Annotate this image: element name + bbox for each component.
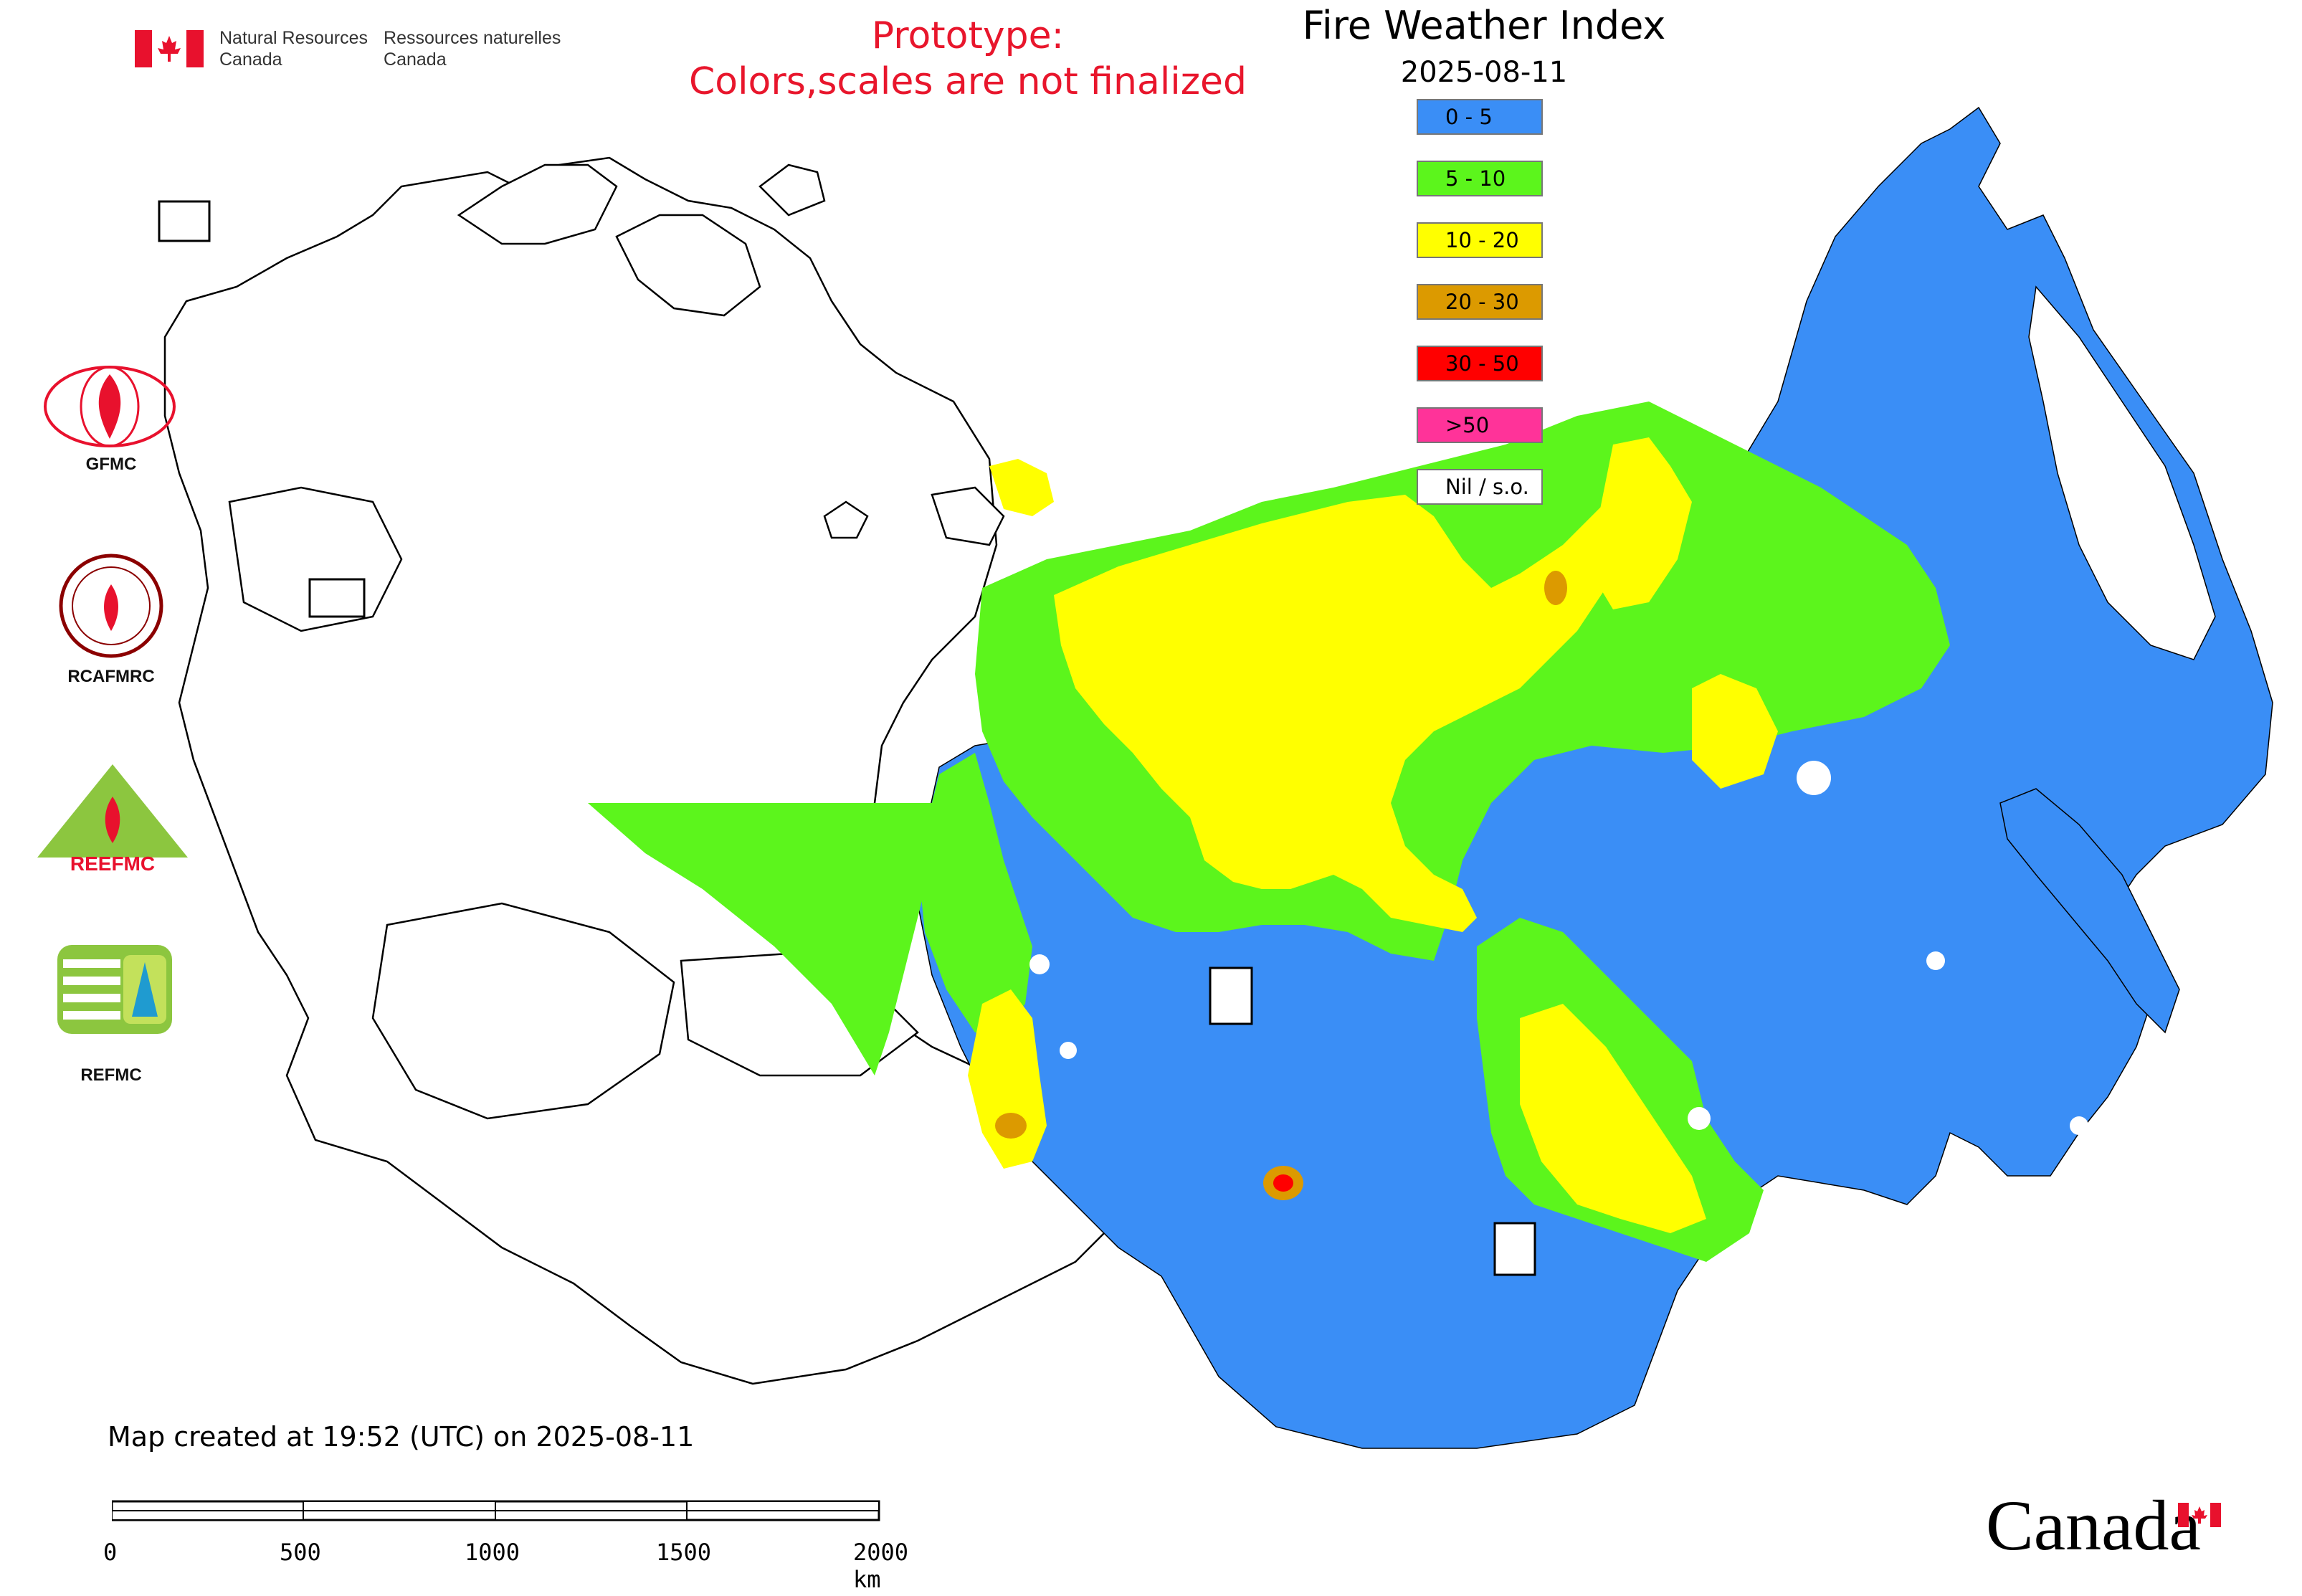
east-region-fwi	[588, 106, 2273, 1449]
rcafmrc-caption: RCAFMRC	[67, 667, 155, 686]
gfmc-caption: GFMC	[85, 455, 137, 474]
sea-area	[2028, 285, 2216, 660]
prototype-line2: Colors,scales are not finalized	[688, 60, 1247, 103]
canada-flag-icon	[135, 30, 204, 67]
legend-item: >50	[1417, 407, 1543, 443]
prototype-notice: Prototype: Colors,scales are not finaliz…	[645, 13, 1290, 105]
legend-item: 0 - 5	[1417, 99, 1543, 135]
kamchatka	[1999, 788, 2180, 1034]
gfmc-logo-icon	[42, 360, 178, 456]
agency-name-en: Natural Resources Canada	[219, 28, 368, 70]
map-logo-markers	[158, 200, 1536, 1276]
scale-label-0: 0	[103, 1539, 118, 1566]
scale-label-1500: 1500	[656, 1539, 712, 1566]
canada-wordmark-flag-icon	[2178, 1503, 2221, 1530]
refmc-logo-icon	[57, 945, 172, 1037]
svg-text:REEFMC: REEFMC	[70, 852, 155, 872]
canada-wordmark: Canada	[1986, 1486, 2201, 1565]
nrcan-signature: Natural Resources Canada Ressources natu…	[135, 27, 561, 70]
reefmc-logo-icon: REEFMC	[37, 764, 188, 875]
legend-item: 30 - 50	[1417, 346, 1543, 381]
scale-label-1000: 1000	[465, 1539, 520, 1566]
legend-item: Nil / s.o.	[1417, 469, 1543, 505]
map-title: Fire Weather Index	[1302, 3, 1666, 48]
scale-label-500: 500	[280, 1539, 321, 1566]
agency-name-fr: Ressources naturelles Canada	[384, 28, 561, 70]
legend-item: 10 - 20	[1417, 222, 1543, 258]
rcafmrc-logo-icon	[57, 552, 165, 662]
prototype-line1: Prototype:	[871, 14, 1065, 57]
legend-item: 5 - 10	[1417, 161, 1543, 196]
refmc-caption: REFMC	[80, 1065, 142, 1085]
map-date: 2025-08-11	[1400, 56, 1568, 89]
map-created-text: Map created at 19:52 (UTC) on 2025-08-11	[108, 1421, 695, 1453]
scale-label-2000: 2000 km	[853, 1539, 909, 1593]
legend-item: 20 - 30	[1417, 284, 1543, 320]
